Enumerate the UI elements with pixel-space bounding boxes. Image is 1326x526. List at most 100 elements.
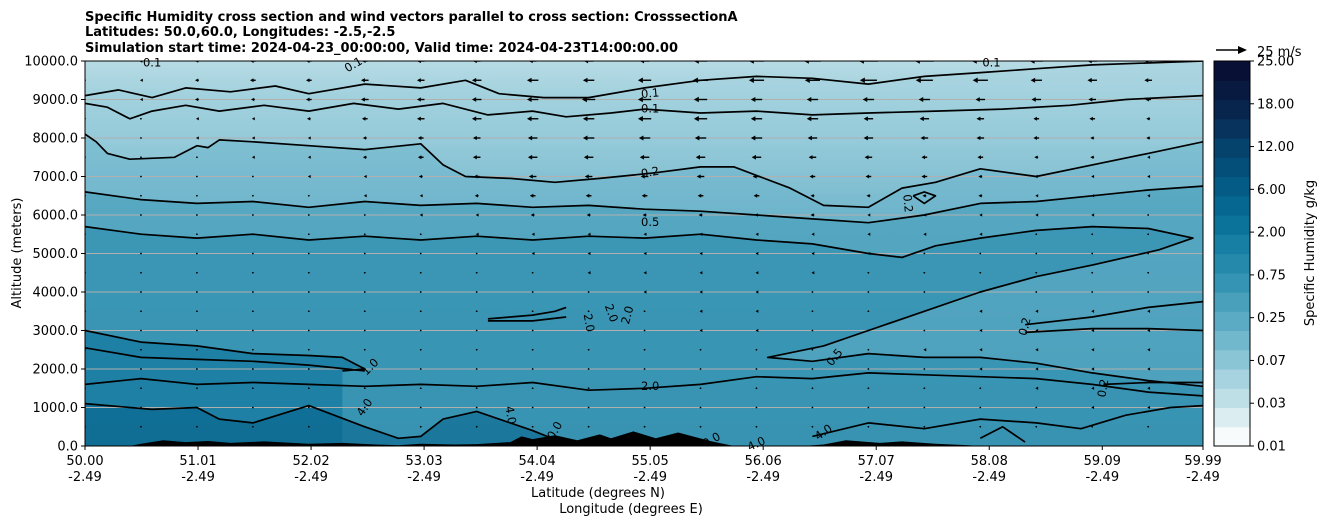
x-tick-label-lat: 50.00	[66, 454, 103, 469]
wind-vector-dot	[419, 329, 422, 332]
wind-vector-dot	[979, 387, 982, 390]
wind-vector-head	[971, 61, 977, 64]
wind-vector-head	[1091, 367, 1095, 371]
y-tick-label: 7000.0	[33, 170, 79, 185]
wind-vector-head	[360, 78, 365, 83]
wind-vector-head	[1088, 97, 1093, 102]
wind-vector-head	[526, 116, 532, 122]
contour-line-0-5	[85, 225, 1203, 388]
wind-vector-dot	[811, 348, 814, 351]
wind-vector-dot	[307, 233, 310, 236]
wind-vector-dot	[475, 252, 478, 255]
wind-vector-head	[803, 61, 809, 64]
wind-vector-dot	[531, 271, 534, 274]
x-tick-label-lon: -2.49	[294, 470, 328, 485]
x-tick-label-lat: 58.08	[971, 454, 1008, 469]
contour-line-4-0	[85, 402, 567, 445]
wind-vector-head	[643, 251, 647, 256]
wind-vector-head	[755, 328, 759, 333]
wind-vector-dot	[419, 271, 422, 274]
wind-vector-dot	[251, 291, 254, 293]
colorbar-segment	[1214, 349, 1250, 370]
wind-vector-dot	[1091, 252, 1094, 255]
wind-vector-dot	[419, 348, 422, 351]
wind-vector-dot	[643, 406, 646, 409]
wind-vector-head	[529, 193, 534, 198]
wind-vector-head	[1091, 348, 1095, 352]
wind-vector-head	[360, 97, 365, 102]
x-axis: 50.00-2.4951.01-2.4952.02-2.4953.03-2.49…	[66, 446, 1222, 485]
wind-vector-head	[755, 251, 759, 256]
wind-vector-dot	[140, 252, 142, 255]
wind-vector-dot	[699, 348, 702, 351]
colorbar-segment	[1214, 176, 1250, 197]
wind-vector-dot	[251, 425, 254, 428]
wind-vector-head	[472, 61, 477, 64]
colorbar-tick-label: 18.00	[1257, 97, 1294, 112]
wind-vector-dot	[307, 348, 310, 351]
wind-vector-head	[1091, 309, 1095, 313]
wind-vector-dot	[363, 348, 366, 351]
wind-vector-head	[528, 61, 533, 64]
x-tick-label-lat: 52.02	[292, 454, 329, 469]
wind-vector-dot	[531, 348, 534, 351]
wind-vector-head	[587, 271, 591, 275]
wind-vector-dot	[867, 387, 870, 390]
wind-vector-head	[195, 78, 199, 83]
wind-vector-head	[250, 78, 254, 83]
wind-vector-head	[582, 135, 588, 141]
wind-vector-head	[972, 77, 978, 83]
wind-vector-head	[1035, 348, 1039, 352]
contour-line-0-2	[85, 133, 1203, 209]
wind-vector-head	[1087, 77, 1092, 83]
y-tick-label: 10000.0	[24, 55, 78, 70]
wind-vector-head	[643, 232, 647, 236]
wind-vector-head	[977, 155, 981, 160]
wind-vector-head	[1091, 174, 1095, 179]
wind-vector-dot	[307, 329, 310, 332]
contour-label: 4.0	[502, 405, 519, 425]
wind-vector-dot	[140, 387, 142, 390]
wind-vector-dot	[307, 387, 310, 390]
wind-vector-head	[811, 232, 815, 236]
wind-vector-dot	[251, 368, 254, 370]
wind-vector-head	[750, 116, 756, 122]
y-axis-label: Altitude (meters)	[10, 198, 25, 309]
title-line-2: Latitudes: 50.0,60.0, Longitudes: -2.5,-…	[85, 25, 395, 40]
wind-vector-head	[921, 174, 926, 179]
colorbar-segment	[1214, 61, 1250, 81]
wind-vector-dot	[755, 368, 758, 370]
wind-vector-head	[979, 348, 983, 352]
wind-vector-head	[637, 77, 643, 83]
wind-vector-head	[1030, 77, 1036, 83]
contour-label: 2.0	[602, 302, 621, 324]
wind-vector-dot	[196, 348, 198, 351]
contour-line-0-2	[1025, 327, 1203, 334]
colorbar-segment	[1214, 157, 1250, 178]
colorbar-segment	[1214, 99, 1250, 120]
wind-vector-head	[1147, 386, 1151, 390]
colorbar-segment	[1214, 292, 1250, 312]
wind-vector-dot	[755, 387, 758, 390]
wind-vector-head	[1147, 194, 1151, 198]
wind-vector-head	[811, 271, 815, 275]
wind-vector-head	[979, 328, 983, 333]
wind-vector-head	[637, 96, 643, 103]
wind-vector-dot	[531, 291, 534, 293]
x-tick-label-lon: -2.49	[972, 470, 1006, 485]
contour-label: 2.0	[618, 304, 636, 325]
wind-vector-dot	[1035, 425, 1038, 428]
wind-vector-head	[866, 193, 870, 198]
wind-vector-dot	[251, 252, 254, 255]
wind-vector-dot	[1147, 214, 1150, 216]
y-tick-label: 1000.0	[33, 401, 79, 416]
wind-vector-head	[472, 135, 477, 141]
wind-vector-dot	[531, 310, 534, 313]
wind-vector-dot	[755, 406, 758, 409]
wind-vector-dot	[140, 137, 142, 139]
wind-vector-dot	[251, 214, 254, 216]
wind-vector-head	[699, 271, 703, 275]
wind-vector-dot	[475, 329, 478, 332]
contour-label: 0.5	[641, 215, 659, 229]
y-tick-label: 4000.0	[33, 286, 79, 301]
